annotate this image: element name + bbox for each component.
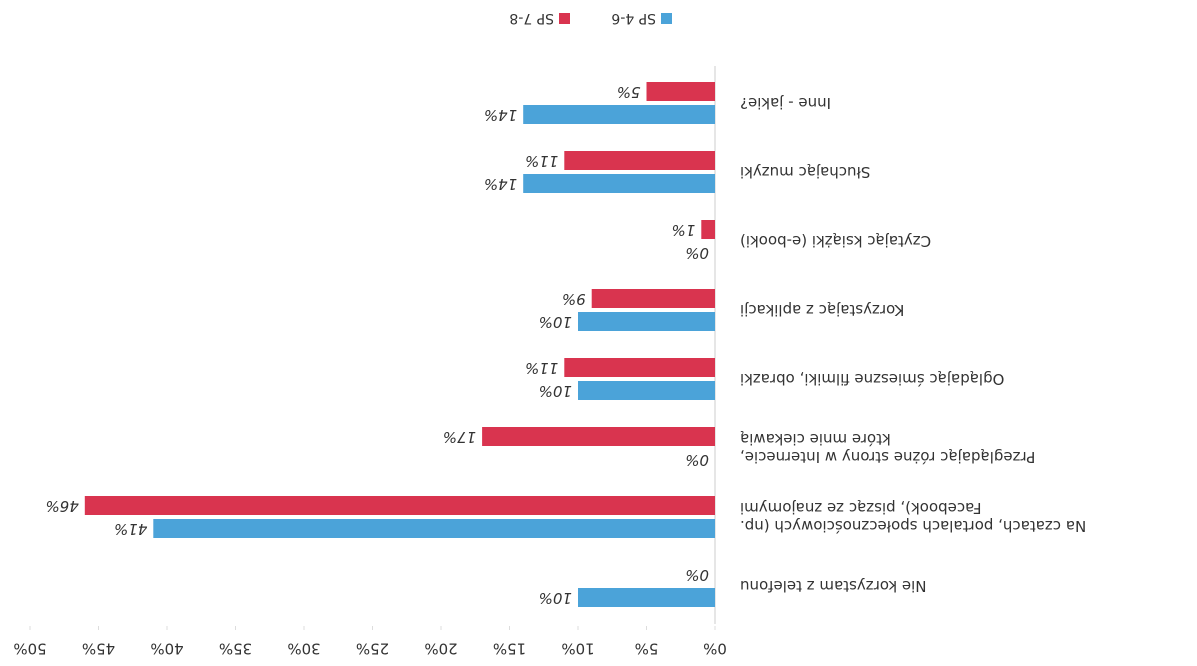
bar	[591, 289, 715, 308]
bar	[578, 588, 715, 607]
x-tick-label: 20%	[424, 640, 457, 658]
category-line: Czytając książki (e-booki)	[740, 233, 931, 251]
category-label: Na czatach, portalach społecznościowych …	[740, 500, 1086, 536]
value-label: 9%	[562, 290, 586, 308]
x-tick-label: 5%	[635, 640, 659, 658]
value-label: 11%	[525, 152, 558, 170]
x-tick-label: 10%	[561, 640, 594, 658]
x-tick-label: 15%	[493, 640, 526, 658]
value-label: 10%	[539, 313, 572, 331]
bar	[646, 82, 715, 101]
bar	[523, 174, 715, 193]
category-line: Słuchając muzyki	[740, 164, 870, 182]
legend-label: SP 7-8	[509, 10, 554, 26]
rotated-chart: 0% 5% 10% 15% 20% 25% 30% 35% 40% 45% 50% Nie korzy…	[13, 10, 1086, 658]
category-label: Słuchając muzyki	[740, 164, 870, 182]
bar	[564, 151, 715, 170]
category-line: Na czatach, portalach społecznościowych …	[740, 518, 1086, 536]
bar	[578, 312, 715, 331]
category-line: Korzystając z aplikacji	[740, 302, 904, 320]
x-tick-label: 25%	[356, 640, 389, 658]
bar	[84, 496, 715, 515]
bar	[153, 519, 715, 538]
bar	[482, 427, 715, 446]
category-label: Nie korzystam z telefonu	[740, 578, 927, 596]
x-tick-label: 50%	[13, 640, 46, 658]
value-label: 1%	[672, 221, 696, 239]
value-label: 0%	[685, 451, 709, 469]
x-tick-label: 40%	[150, 640, 183, 658]
bar	[564, 358, 715, 377]
value-label: 5%	[617, 83, 641, 101]
category-line: Oglądając śmieszne filmiki, obrazki	[740, 371, 1004, 389]
value-label: 14%	[484, 106, 517, 124]
category-label: Oglądając śmieszne filmiki, obrazki	[740, 371, 1004, 389]
category-label: Korzystając z aplikacji	[740, 302, 904, 320]
category-label: Czytając książki (e-booki)	[740, 233, 931, 251]
x-tick-label: 45%	[82, 640, 115, 658]
category-label: Przeglądając różne strony w Internecie,k…	[740, 431, 1035, 467]
legend-swatch	[559, 13, 570, 24]
x-tick-label: 0%	[703, 640, 727, 658]
category-line: które mnie ciekawią	[740, 431, 891, 449]
value-label: 10%	[539, 589, 572, 607]
bar	[578, 381, 715, 400]
category-label: Inne - jakie?	[740, 95, 831, 113]
value-label: 14%	[484, 175, 517, 193]
value-label: 10%	[539, 382, 572, 400]
value-label: 11%	[525, 359, 558, 377]
value-label: 41%	[114, 520, 147, 538]
category-line: Przeglądając różne strony w Internecie,	[740, 449, 1035, 467]
legend-swatch	[661, 13, 672, 24]
value-label: 0%	[685, 244, 709, 262]
bar	[523, 105, 715, 124]
bar	[701, 220, 715, 239]
x-tick-label: 35%	[219, 640, 252, 658]
legend-label: SP 4-6	[611, 10, 656, 26]
value-label: 0%	[685, 566, 709, 584]
value-label: 17%	[443, 428, 476, 446]
value-label: 46%	[45, 497, 78, 515]
category-line: Nie korzystam z telefonu	[740, 578, 927, 596]
category-line: Facebook), pisząc ze znajomymi	[740, 500, 982, 518]
category-line: Inne - jakie?	[740, 95, 831, 113]
x-tick-label: 30%	[287, 640, 320, 658]
